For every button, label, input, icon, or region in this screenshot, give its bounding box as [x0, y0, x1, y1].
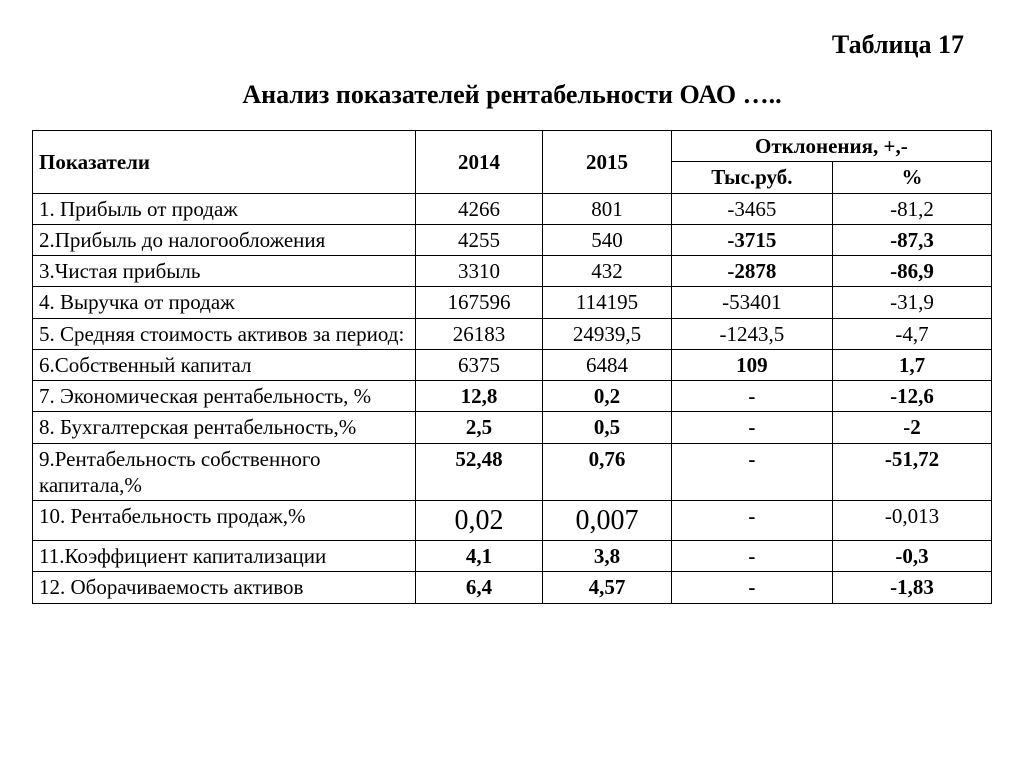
cell-year1: 6,4 — [415, 572, 543, 603]
table-row: 4. Выручка от продаж167596114195-53401-3… — [33, 287, 992, 318]
cell-year1: 0,02 — [415, 501, 543, 541]
header-year1: 2014 — [415, 131, 543, 194]
cell-indicator: 12. Оборачиваемость активов — [33, 572, 416, 603]
header-indicator: Показатели — [33, 131, 416, 194]
cell-dev-pct: -1,83 — [833, 572, 992, 603]
cell-dev-abs: - — [671, 572, 832, 603]
cell-dev-pct: -81,2 — [833, 193, 992, 224]
cell-year2: 0,5 — [543, 412, 671, 443]
cell-year1: 52,48 — [415, 443, 543, 501]
cell-year1: 167596 — [415, 287, 543, 318]
cell-dev-pct: -86,9 — [833, 256, 992, 287]
table-row: 11.Коэффициент капитализации4,13,8--0,3 — [33, 541, 992, 572]
cell-dev-abs: - — [671, 501, 832, 541]
cell-indicator: 7. Экономическая рентабельность, % — [33, 381, 416, 412]
cell-year2: 801 — [543, 193, 671, 224]
cell-indicator: 2.Прибыль до налогообложения — [33, 224, 416, 255]
cell-year1: 2,5 — [415, 412, 543, 443]
cell-dev-pct: -87,3 — [833, 224, 992, 255]
cell-dev-pct: -2 — [833, 412, 992, 443]
cell-dev-pct: -0,3 — [833, 541, 992, 572]
table-row: 2.Прибыль до налогообложения4255540-3715… — [33, 224, 992, 255]
cell-year1: 3310 — [415, 256, 543, 287]
cell-year2: 0,2 — [543, 381, 671, 412]
table-row: 9.Рентабельность собственного капитала,%… — [33, 443, 992, 501]
table-number: Таблица 17 — [20, 30, 964, 60]
cell-dev-pct: -51,72 — [833, 443, 992, 501]
table-row: 7. Экономическая рентабельность, %12,80,… — [33, 381, 992, 412]
cell-dev-abs: -53401 — [671, 287, 832, 318]
cell-dev-abs: - — [671, 541, 832, 572]
cell-dev-abs: - — [671, 443, 832, 501]
cell-dev-abs: - — [671, 412, 832, 443]
page-title: Анализ показателей рентабельности ОАО ….… — [20, 80, 1004, 110]
cell-dev-abs: 109 — [671, 349, 832, 380]
cell-year2: 24939,5 — [543, 318, 671, 349]
cell-year1: 4255 — [415, 224, 543, 255]
profitability-table: Показатели 2014 2015 Отклонения, +,- Тыс… — [32, 130, 992, 604]
cell-indicator: 9.Рентабельность собственного капитала,% — [33, 443, 416, 501]
header-year2: 2015 — [543, 131, 671, 194]
cell-dev-abs: -1243,5 — [671, 318, 832, 349]
cell-dev-abs: - — [671, 381, 832, 412]
cell-year2: 540 — [543, 224, 671, 255]
header-deviation-pct: % — [833, 162, 992, 193]
cell-year2: 114195 — [543, 287, 671, 318]
cell-year1: 26183 — [415, 318, 543, 349]
header-deviation-abs: Тыс.руб. — [671, 162, 832, 193]
table-row: 8. Бухгалтерская рентабельность,%2,50,5-… — [33, 412, 992, 443]
cell-indicator: 3.Чистая прибыль — [33, 256, 416, 287]
table-row: 1. Прибыль от продаж4266801-3465-81,2 — [33, 193, 992, 224]
cell-dev-abs: -3465 — [671, 193, 832, 224]
cell-year2: 432 — [543, 256, 671, 287]
cell-dev-pct: -12,6 — [833, 381, 992, 412]
cell-indicator: 1. Прибыль от продаж — [33, 193, 416, 224]
cell-indicator: 6.Собственный капитал — [33, 349, 416, 380]
cell-indicator: 5. Средняя стоимость активов за период: — [33, 318, 416, 349]
cell-dev-pct: 1,7 — [833, 349, 992, 380]
cell-dev-pct: -4,7 — [833, 318, 992, 349]
cell-year1: 4266 — [415, 193, 543, 224]
cell-dev-abs: -3715 — [671, 224, 832, 255]
table-row: 6.Собственный капитал637564841091,7 — [33, 349, 992, 380]
cell-year2: 0,007 — [543, 501, 671, 541]
cell-indicator: 4. Выручка от продаж — [33, 287, 416, 318]
cell-year1: 12,8 — [415, 381, 543, 412]
cell-indicator: 8. Бухгалтерская рентабельность,% — [33, 412, 416, 443]
cell-indicator: 10. Рентабельность продаж,% — [33, 501, 416, 541]
table-row: 12. Оборачиваемость активов6,44,57--1,83 — [33, 572, 992, 603]
cell-year2: 6484 — [543, 349, 671, 380]
table-header: Показатели 2014 2015 Отклонения, +,- Тыс… — [33, 131, 992, 194]
cell-year2: 3,8 — [543, 541, 671, 572]
cell-year1: 4,1 — [415, 541, 543, 572]
cell-year2: 0,76 — [543, 443, 671, 501]
header-deviation-group: Отклонения, +,- — [671, 131, 991, 162]
table-row: 3.Чистая прибыль3310432-2878-86,9 — [33, 256, 992, 287]
cell-year2: 4,57 — [543, 572, 671, 603]
cell-dev-pct: -0,013 — [833, 501, 992, 541]
cell-indicator: 11.Коэффициент капитализации — [33, 541, 416, 572]
table-row: 10. Рентабельность продаж,%0,020,007--0,… — [33, 501, 992, 541]
table-row: 5. Средняя стоимость активов за период:2… — [33, 318, 992, 349]
cell-year1: 6375 — [415, 349, 543, 380]
table-body: 1. Прибыль от продаж4266801-3465-81,22.П… — [33, 193, 992, 603]
cell-dev-pct: -31,9 — [833, 287, 992, 318]
cell-dev-abs: -2878 — [671, 256, 832, 287]
